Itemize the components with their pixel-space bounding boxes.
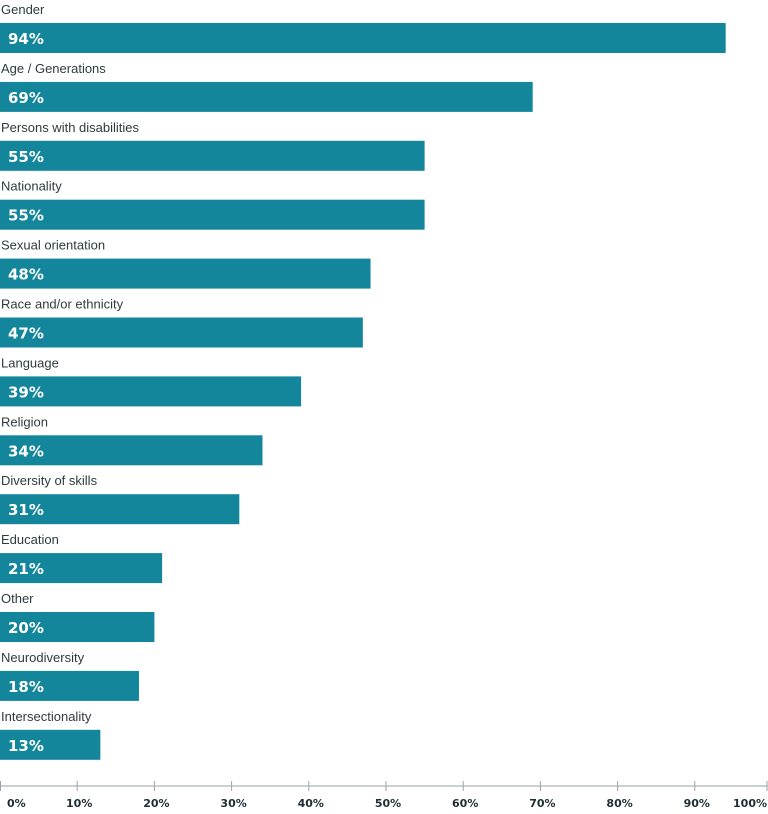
category-label-nationality: Nationality bbox=[1, 179, 62, 194]
x-tick-label: 0% bbox=[7, 797, 26, 810]
value-label-nationality: 55% bbox=[8, 207, 44, 225]
category-label-language: Language bbox=[1, 355, 59, 370]
category-label-intersectionality: Intersectionality bbox=[1, 709, 92, 724]
value-label-other: 20% bbox=[8, 619, 44, 637]
bars-group: Gender 94% Age / Generations 69% Persons wit… bbox=[0, 2, 726, 760]
bar-gender bbox=[0, 23, 726, 53]
bar-age-generations bbox=[0, 81, 533, 112]
bar-education bbox=[0, 553, 163, 584]
x-tick-label: 90% bbox=[684, 797, 710, 810]
bar-diversity-of-skills bbox=[0, 494, 240, 525]
x-tick-label: 50% bbox=[375, 797, 401, 810]
category-label-race-and-or-ethnicity: Race and/or ethnicity bbox=[1, 297, 124, 312]
x-tick-label: 70% bbox=[529, 797, 555, 810]
value-label-sexual-orientation: 48% bbox=[8, 266, 44, 284]
bar-religion bbox=[0, 435, 263, 466]
x-axis: 0% 10% 20% 30% 40% 50% 60% 70% 80% 90% 100% bbox=[0, 781, 768, 810]
category-label-other: Other bbox=[1, 591, 34, 606]
value-label-race-and-or-ethnicity: 47% bbox=[8, 325, 44, 343]
category-label-education: Education bbox=[1, 532, 59, 547]
category-label-age-generations: Age / Generations bbox=[1, 61, 106, 76]
category-label-diversity-of-skills: Diversity of skills bbox=[1, 473, 98, 488]
x-tick-label: 60% bbox=[452, 797, 478, 810]
x-tick-label: 80% bbox=[606, 797, 632, 810]
x-tick-label: 20% bbox=[143, 797, 169, 810]
value-label-language: 39% bbox=[8, 383, 44, 401]
value-label-education: 21% bbox=[8, 560, 44, 578]
bar-language bbox=[0, 376, 302, 407]
bar-sexual-orientation bbox=[0, 258, 371, 289]
value-label-neurodiversity: 18% bbox=[8, 678, 44, 696]
bar-other bbox=[0, 612, 155, 642]
bar-nationality bbox=[0, 199, 425, 230]
x-tick-label: 10% bbox=[66, 797, 92, 810]
category-label-religion: Religion bbox=[1, 414, 48, 429]
value-label-diversity-of-skills: 31% bbox=[8, 501, 44, 519]
value-label-intersectionality: 13% bbox=[8, 737, 44, 755]
bar-neurodiversity bbox=[0, 670, 139, 701]
value-label-religion: 34% bbox=[8, 442, 44, 460]
value-label-age-generations: 69% bbox=[8, 89, 44, 107]
bar-race-and-or-ethnicity bbox=[0, 317, 363, 348]
category-label-gender: Gender bbox=[1, 2, 45, 17]
x-tick-label: 30% bbox=[220, 797, 246, 810]
bar-intersectionality bbox=[0, 729, 101, 760]
x-tick-label: 100% bbox=[733, 797, 767, 810]
bar-persons-with-disabilities bbox=[0, 140, 425, 171]
category-label-neurodiversity: Neurodiversity bbox=[1, 650, 85, 665]
category-label-sexual-orientation: Sexual orientation bbox=[1, 238, 105, 253]
value-label-gender: 94% bbox=[8, 30, 44, 48]
value-label-persons-with-disabilities: 55% bbox=[8, 148, 44, 166]
x-tick-label: 40% bbox=[298, 797, 324, 810]
category-label-persons-with-disabilities: Persons with disabilities bbox=[1, 120, 140, 135]
